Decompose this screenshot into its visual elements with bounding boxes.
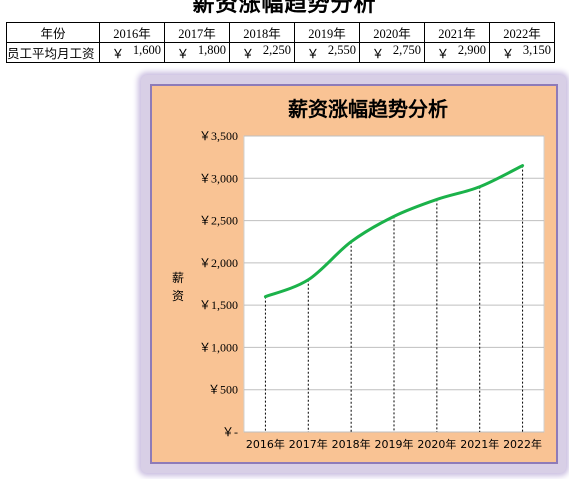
y-tick-label: ￥1,000 [199,340,238,354]
currency-symbol: ￥ [241,47,255,61]
year-cell[interactable]: 2022年 [489,22,555,43]
salary-cell[interactable]: ￥ 1,600 [99,42,165,63]
data-point[interactable] [393,215,396,218]
salary-cell[interactable]: ￥ 2,750 [359,42,425,63]
year-cell[interactable]: 2021年 [424,22,490,43]
x-tick-label: 2019年 [375,437,414,451]
year-cell[interactable]: 2016年 [99,22,165,43]
row-label-cell[interactable]: 员工平均月工资 [6,42,100,63]
y-tick-label: ￥2,500 [199,214,238,228]
series-line[interactable] [263,164,525,299]
salary-amount: 3,150 [522,43,551,57]
salary-amount: 2,900 [457,43,486,57]
x-tick-label: 2020年 [417,437,456,451]
data-point[interactable] [521,164,524,167]
salary-cell[interactable]: ￥ 2,900 [424,42,490,63]
x-axis[interactable]: 2016年 2017年 2018年 2019年 2020年 2021年 2022年 [246,437,542,451]
data-point[interactable] [435,198,438,201]
data-point[interactable] [264,295,267,298]
series-layer [263,164,525,299]
table-data-row: 员工平均月工资 ￥ 1,600 ￥ 1,800 ￥ 2,250 ￥ 2,550 ￥ 2,7… [6,42,555,63]
x-tick-label: 2022年 [503,437,542,451]
y-tick-label: ￥2,000 [199,256,238,270]
plot-area[interactable] [243,135,545,433]
currency-symbol: ￥ [176,47,190,61]
data-point[interactable] [478,185,481,188]
year-cell[interactable]: 2019年 [294,22,360,43]
currency-symbol: ￥ [501,47,515,61]
salary-amount: 2,550 [327,43,356,57]
y-tick-label: ￥3,500 [199,129,238,143]
y-axis[interactable]: ￥- ￥500 ￥1,000 ￥1,500 ￥2,000 ￥2,500 ￥3,000 ￥3,5… [199,129,238,439]
salary-line-chart[interactable]: 薪资涨幅趋势分析 ￥-￥500￥1,000￥1,500￥2,000￥2,500￥… [152,86,556,462]
salary-amount: 1,600 [132,43,161,57]
x-tick-label: 2016年 [246,437,285,451]
currency-symbol: ￥ [436,47,450,61]
currency-symbol: ￥ [371,47,385,61]
x-tick-label: 2017年 [289,437,328,451]
drop-lines [264,165,524,432]
year-cell[interactable]: 2018年 [229,22,295,43]
sheet-title: 薪资涨幅趋势分析 [192,0,377,17]
y-axis-title-char: 资 [172,289,184,303]
salary-cell[interactable]: ￥ 1,800 [164,42,230,63]
y-axis-title[interactable]: 薪资 [172,271,184,303]
table-header-row: 年份 2016年 2017年 2018年 2019年 2020年 2021年 2… [6,22,555,43]
year-cell[interactable]: 2020年 [359,22,425,43]
y-tick-label: ￥3,000 [199,171,238,185]
salary-cell[interactable]: ￥ 2,550 [294,42,360,63]
salary-cell[interactable]: ￥ 2,250 [229,42,295,63]
year-cell[interactable]: 2017年 [164,22,230,43]
chart-area[interactable]: 薪资涨幅趋势分析 ￥- ￥500 ￥1,000 ￥1,500 ￥2,000 ￥2,500 ￥… [150,84,558,464]
x-tick-label: 2021年 [460,437,499,451]
salary-amount: 2,750 [392,43,421,57]
y-tick-label: ￥500 [208,383,238,397]
currency-symbol: ￥ [111,47,125,61]
currency-symbol: ￥ [306,47,320,61]
data-point[interactable] [307,278,310,281]
chart-title[interactable]: 薪资涨幅趋势分析 [288,97,448,121]
salary-amount: 1,800 [197,43,226,57]
header-label-cell[interactable]: 年份 [6,22,100,43]
salary-cell[interactable]: ￥ 3,150 [489,42,555,63]
x-tick-label: 2018年 [332,437,371,451]
salary-table: 年份 2016年 2017年 2018年 2019年 2020年 2021年 2… [6,22,555,63]
y-tick-label: ￥- [222,425,238,439]
y-tick-label: ￥1,500 [199,298,238,312]
salary-amount: 2,250 [262,43,291,57]
y-axis-title-char: 薪 [172,271,184,285]
data-point[interactable] [350,240,353,243]
